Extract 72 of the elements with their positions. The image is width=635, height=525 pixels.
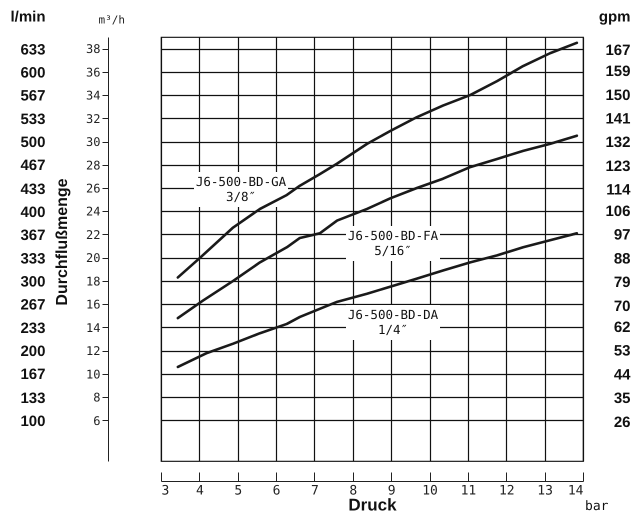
y3-tick-label: 533 [20, 111, 46, 128]
y2-tick-label: 150 [605, 86, 630, 104]
y-tick-label: 10 [86, 367, 100, 382]
y3-tick-label: 433 [20, 180, 46, 198]
y2-tick-label: 167 [605, 42, 630, 59]
series-label: J6-500-BD-GA 3/8″ [196, 174, 287, 204]
x-tick-label: 8 [349, 484, 358, 498]
x-tick-label: 10 [422, 484, 438, 498]
y2-tick-label: 79 [614, 274, 630, 292]
y2-tick-label: 26 [614, 414, 630, 431]
y3-tick-label: 300 [20, 273, 46, 290]
y-tick-label: 14 [86, 320, 100, 335]
x-axis-title: Druck [348, 496, 398, 514]
series-label: J6-500-BD-FA 5/16″ [348, 228, 439, 258]
y-tick-label: 26 [86, 182, 100, 196]
y3-tick-label: 500 [20, 134, 46, 152]
y2-tick-label: 70 [614, 298, 630, 315]
y2-tick-label: 35 [614, 390, 630, 408]
y2-tick-label: 106 [605, 202, 630, 220]
y2-tick-label: 62 [614, 318, 630, 336]
y-tick-label: 36 [86, 65, 100, 80]
text: Durchflußmenge [54, 178, 71, 306]
y2-tick-label: 123 [605, 158, 630, 175]
y-tick-label: 38 [86, 42, 100, 56]
x-tick-label: 5 [234, 484, 242, 498]
y3-tick-label: 467 [20, 157, 46, 174]
y2-tick-label: 88 [614, 250, 630, 268]
y-tick-label: 32 [86, 112, 100, 126]
x-tick-label: 13 [537, 484, 553, 498]
y3-tick-label: 200 [20, 343, 46, 360]
x-tick-label: 14 [568, 484, 584, 498]
y3-tick-label: 233 [20, 320, 46, 338]
y2-tick-label: 159 [605, 63, 630, 80]
y2-tick-label: 44 [614, 366, 632, 384]
y2-axis-title: gpm [598, 8, 630, 26]
x-tick-label: 11 [460, 484, 476, 498]
y-tick-label: 24 [86, 204, 100, 219]
y2-tick-label: 53 [614, 342, 630, 360]
y2-tick-label: 141 [605, 110, 630, 128]
x-tick-label: 4 [196, 484, 204, 498]
y3-tick-label: 567 [20, 87, 46, 104]
y3-tick-label: 133 [20, 390, 46, 407]
y-tick-label: 12 [86, 344, 100, 358]
x-tick-label: 6 [272, 484, 281, 498]
y3-tick-label: 100 [20, 412, 46, 430]
y3-tick-label: 267 [20, 296, 46, 314]
y-tick-label: 6 [93, 414, 100, 428]
x-tick-label: 9 [388, 484, 396, 498]
y3-tick-label: 367 [20, 226, 46, 244]
y3-tick-label: 167 [20, 366, 46, 384]
y-tick-label: 34 [86, 88, 100, 103]
y-tick-label: 8 [93, 390, 100, 405]
y3-tick-label: 400 [20, 204, 46, 221]
x-tick-label: 7 [311, 484, 319, 498]
y-tick-label: 16 [86, 298, 100, 312]
y-tick-label: 20 [86, 251, 100, 266]
text: bar [585, 499, 609, 514]
y2-tick-label: 132 [605, 134, 630, 152]
x-tick-label: 3 [162, 484, 170, 498]
y3-tick-label: 633 [20, 41, 46, 58]
series-label: J6-500-BD-DA 1/4″ [348, 307, 439, 337]
y2-tick-label: 97 [614, 226, 630, 244]
y2-tick-label: 114 [606, 182, 632, 199]
y3-axis-title: l/min [10, 8, 46, 26]
x-tick-label: 12 [498, 484, 515, 498]
y-tick-label: 30 [86, 135, 100, 150]
y-tick-label: 28 [86, 158, 100, 172]
y-tick-label: 18 [86, 274, 100, 288]
y3-tick-label: 333 [20, 250, 46, 268]
y3-tick-label: 600 [20, 64, 46, 82]
y-axis-title: m³/h [98, 14, 125, 26]
y-tick-label: 22 [86, 228, 100, 242]
